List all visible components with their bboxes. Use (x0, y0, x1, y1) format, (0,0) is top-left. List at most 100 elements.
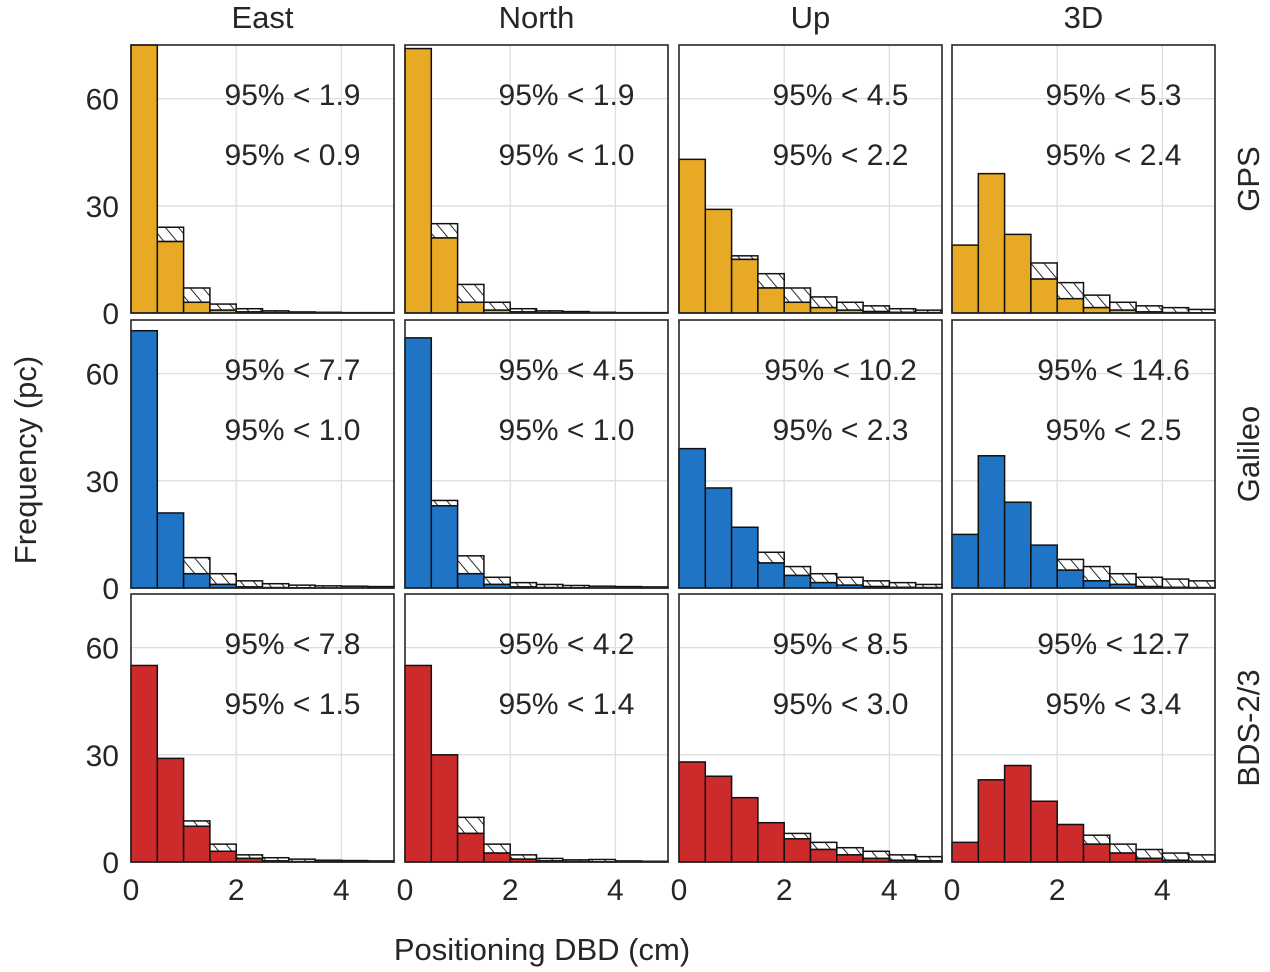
panel-galileo-3d-frame (951, 319, 1216, 589)
x-tick-up-2: 2 (776, 874, 793, 907)
y-tick-galileo-30: 30 (86, 466, 119, 499)
panel-bds-2-3-3d-bar-4 (1056, 823, 1085, 863)
panel-bds-2-3-3d-stat-system: 95% < 3.4 (1046, 688, 1182, 721)
y-tick-bds-2-3-60: 60 (86, 633, 119, 666)
panel-galileo-north-hatch-bar-3 (483, 576, 511, 586)
y-tick-galileo-60: 60 (86, 359, 119, 392)
panel-galileo-up-bar-0 (678, 447, 707, 589)
panel-gps-3d-stat-other: 95% < 5.3 (1046, 79, 1182, 112)
panel-gps-up-stat-other: 95% < 4.5 (773, 79, 909, 112)
panel-bds-2-3-east-hatch-bar-3 (209, 843, 237, 853)
panel-galileo-3d-bar-3 (1030, 544, 1058, 589)
frames-layer (130, 44, 1216, 863)
panel-galileo-up-bar-4 (783, 574, 812, 589)
column-title-east: East (231, 0, 293, 35)
panel-galileo-up-hatch-bar-6 (836, 576, 864, 586)
panel-bds-2-3-3d-bar-3 (1030, 800, 1058, 863)
panel-galileo-up-frame (678, 319, 943, 589)
panel-galileo-up-hatch-bar-7 (862, 580, 891, 588)
panel-bds-2-3-east-stat-other: 95% < 7.8 (225, 628, 361, 661)
panel-galileo-east-stat-other: 95% < 7.7 (225, 354, 361, 387)
x-tick-3d-4: 4 (1154, 874, 1171, 907)
panel-bds-2-3-up-hatch-bar-6 (836, 846, 864, 856)
panel-bds-2-3-north-bar-3 (483, 852, 511, 863)
panel-galileo-up-bar-3 (757, 562, 785, 589)
panel-bds-2-3-up-bar-5 (809, 848, 838, 863)
panel-bds-2-3-3d-bar-2 (1003, 764, 1032, 863)
panel-galileo-3d-bar-5 (1082, 580, 1111, 589)
panel-bds-2-3-north-bar-2 (456, 832, 485, 863)
x-tick-3d-0: 0 (944, 874, 961, 907)
panel-galileo-3d-bar-0 (951, 533, 980, 589)
panel-bds-2-3-up-stat-system: 95% < 3.0 (773, 688, 909, 721)
panel-galileo-3d-bar-1 (977, 455, 1006, 589)
panel-gps-3d-bar-1 (977, 172, 1006, 314)
panel-gps-north-bar-2 (456, 301, 485, 314)
panel-bds-2-3-up-bar-2 (730, 796, 759, 863)
panel-galileo-up-hatch-bar-5 (809, 572, 838, 584)
panel-bds-2-3-3d-hatch-bar-8 (1161, 852, 1190, 861)
x-tick-north-4: 4 (607, 874, 624, 907)
row-title-galileo: Galileo (1231, 406, 1266, 503)
grid-layer (131, 45, 1215, 862)
panel-galileo-east-hatch-bar-2 (182, 556, 211, 575)
panel-gps-up-frame (678, 44, 943, 314)
panel-gps-east-frame (130, 44, 395, 314)
panel-bds-2-3-north-stat-other: 95% < 4.2 (499, 628, 635, 661)
panel-galileo-north-stat-other: 95% < 4.5 (499, 354, 635, 387)
panel-bds-2-3-up-hatch-bar-8 (888, 854, 917, 861)
column-title-3d: 3D (1064, 0, 1104, 35)
x-tick-up-4: 4 (881, 874, 898, 907)
panel-gps-north-bar-0 (404, 47, 433, 314)
panel-gps-north-hatch-bar-1 (430, 222, 459, 239)
y-axis-title: Frequency (pc) (8, 356, 43, 564)
panel-gps-3d-bar-5 (1082, 306, 1111, 314)
x-tick-east-0: 0 (123, 874, 140, 907)
panel-galileo-up-stat-system: 95% < 2.3 (773, 414, 909, 447)
y-tick-bds-2-3-30: 30 (86, 740, 119, 773)
x-tick-north-0: 0 (397, 874, 414, 907)
panel-gps-3d-bar-4 (1056, 297, 1085, 314)
panel-galileo-north-frame (404, 319, 669, 589)
y-tick-bds-2-3-0: 0 (102, 847, 119, 880)
panel-galileo-3d-hatch-bar-4 (1056, 558, 1085, 571)
panel-gps-up-hatch-bar-6 (836, 301, 864, 311)
panel-galileo-east-hatch-bar-4 (235, 580, 264, 588)
panel-gps-north-stat-other: 95% < 1.9 (499, 79, 635, 112)
panel-gps-3d-hatch-bar-8 (1161, 306, 1190, 314)
panel-bds-2-3-3d-hatch-bar-5 (1082, 834, 1111, 845)
panel-galileo-3d-bar-2 (1003, 501, 1032, 589)
panel-gps-up-bar-0 (678, 158, 707, 314)
panel-gps-3d-hatch-bar-3 (1030, 262, 1058, 280)
panel-galileo-north-hatch-bar-2 (456, 555, 485, 575)
panel-galileo-north-bar-0 (404, 337, 433, 589)
panel-gps-3d-hatch-bar-4 (1056, 281, 1085, 300)
panel-bds-2-3-up-hatch-bar-7 (862, 850, 891, 860)
panel-bds-2-3-north-hatch-bar-3 (483, 843, 511, 854)
panel-gps-3d-hatch-bar-5 (1082, 294, 1111, 309)
panel-bds-2-3-east-bar-2 (182, 825, 211, 863)
panel-gps-east-hatch-bar-2 (182, 287, 211, 304)
panel-gps-east-stat-other: 95% < 1.9 (225, 79, 361, 112)
text-layer: 95% < 1.9 95% < 0.9 95% < 1.9 95% < 1.0 95% … (8, 0, 1266, 967)
panel-galileo-up-bar-5 (809, 581, 838, 589)
panel-gps-east-bar-0 (130, 44, 159, 314)
panel-gps-east-hatch-bar-3 (209, 303, 237, 311)
panel-galileo-up-hatch-bar-4 (783, 565, 812, 577)
panel-bds-2-3-3d-hatch-bar-7 (1135, 848, 1164, 860)
panel-bds-2-3-east-bar-1 (156, 757, 185, 863)
panel-galileo-north-bar-1 (430, 505, 459, 589)
panel-galileo-east-bar-0 (130, 329, 159, 589)
panel-bds-2-3-east-bar-0 (130, 664, 159, 863)
panel-gps-east-hatch-bar-1 (156, 226, 185, 243)
panel-bds-2-3-north-bar-0 (404, 664, 433, 863)
panel-gps-up-hatch-bar-5 (809, 296, 838, 309)
panel-bds-2-3-north-bar-1 (430, 754, 459, 863)
panel-bds-2-3-east-frame (130, 593, 395, 863)
panel-bds-2-3-north-stat-system: 95% < 1.4 (499, 688, 635, 721)
panel-bds-2-3-up-bar-1 (704, 775, 733, 863)
panel-gps-3d-hatch-bar-7 (1135, 305, 1164, 313)
panel-galileo-3d-stat-other: 95% < 14.6 (1037, 354, 1190, 387)
column-title-up: Up (791, 0, 831, 35)
panel-bds-2-3-east-bar-3 (209, 850, 237, 863)
